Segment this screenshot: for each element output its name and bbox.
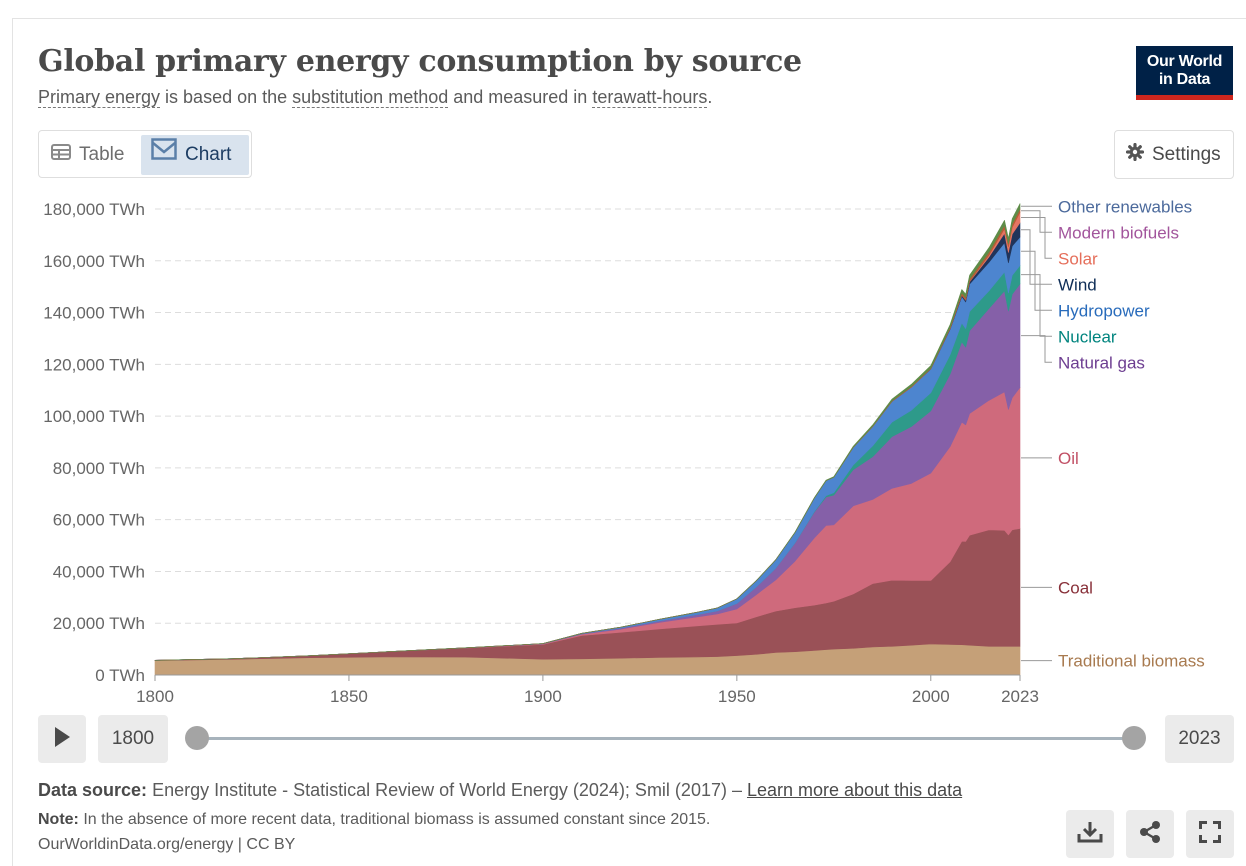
credit-line[interactable]: OurWorldinData.org/energy | CC BY [38,836,296,853]
settings-label: Settings [1152,143,1221,165]
data-source: Data source: Energy Institute - Statisti… [38,780,962,801]
timeline-start-handle[interactable] [185,726,209,750]
series-label: Traditional biomass [1058,652,1205,671]
download-icon [1077,820,1103,849]
x-tick-label: 1950 [718,687,756,706]
chart-icon [151,135,177,175]
learn-more-link[interactable]: Learn more about this data [746,780,963,800]
subtitle-text-2: and measured in [448,87,593,107]
series-labels: Traditional biomass Coal Oil Natural gas Nuc… [1021,197,1205,671]
tab-table-label: Table [79,144,125,165]
label-connector [1021,210,1052,233]
y-tick-label: 140,000 TWh [43,304,145,323]
series-label: Oil [1058,449,1079,468]
view-tabs: Table Chart [38,130,252,178]
settings-button[interactable]: Settings [1114,130,1234,179]
share-button[interactable] [1126,810,1174,858]
y-tick-label: 0 TWh [95,666,145,685]
table-icon [51,135,71,175]
x-tick-label: 2000 [912,687,950,706]
download-button[interactable] [1066,810,1114,858]
y-tick-label: 120,000 TWh [43,355,145,374]
owid-logo[interactable]: Our World in Data [1136,46,1233,100]
fullscreen-button[interactable] [1186,810,1234,858]
play-button[interactable] [38,715,86,763]
y-tick-label: 80,000 TWh [53,459,145,478]
chart-title: Global primary energy consumption by sou… [38,44,802,79]
start-year-box[interactable]: 1800 [98,715,168,763]
series-areas [154,203,1021,676]
y-tick-label: 40,000 TWh [53,562,145,581]
tab-chart[interactable]: Chart [141,135,249,175]
logo-line-1: Our World [1146,53,1223,70]
series-label: Modern biofuels [1058,223,1179,242]
subtitle-text-1: is based on the [160,87,293,107]
timeline-track[interactable] [197,737,1134,740]
axes: 0 TWh 20,000 TWh 40,000 TWh 60,000 TWh 80,00… [43,200,1039,706]
substitution-method-link[interactable]: substitution method [292,87,449,108]
series-label: Other renewables [1058,197,1192,216]
share-icon [1139,820,1161,849]
y-tick-label: 60,000 TWh [53,511,145,530]
series-label: Natural gas [1058,353,1145,372]
y-tick-label: 160,000 TWh [43,252,145,271]
series-label: Nuclear [1058,327,1117,346]
label-connector [1021,250,1052,311]
chart-subtitle: Primary energy is based on the substitut… [38,87,712,108]
end-year-box[interactable]: 2023 [1165,715,1234,763]
x-tick-label: 1900 [524,687,562,706]
series-label: Coal [1058,578,1093,597]
note-label: Note: [38,811,79,828]
label-connector [1021,229,1052,285]
primary-energy-link[interactable]: Primary energy [38,87,161,108]
series-label: Hydropower [1058,301,1150,320]
source-text: Energy Institute - Statistical Review of… [152,780,747,800]
subtitle-text-3: . [707,87,713,107]
area-other-renewables [154,203,1021,661]
tab-table[interactable]: Table [51,135,124,175]
gear-icon [1125,142,1145,167]
y-tick-label: 100,000 TWh [43,407,145,426]
y-tick-label: 20,000 TWh [53,614,145,633]
logo-line-2: in Data [1158,71,1211,88]
label-connector [1021,217,1052,259]
tab-chart-label: Chart [185,144,232,165]
play-icon [53,726,71,753]
note: Note: In the absence of more recent data… [38,811,710,829]
x-tick-label: 1800 [136,687,174,706]
x-tick-label: 2023 [1001,687,1039,706]
chart-frame [12,18,1246,866]
terawatt-hours-link[interactable]: terawatt-hours [592,87,708,108]
fullscreen-icon [1199,820,1221,848]
area-chart: 0 TWh 20,000 TWh 40,000 TWh 60,000 TWh 80,00… [43,197,1205,706]
timeline-end-handle[interactable] [1122,726,1146,750]
series-label: Wind [1058,275,1097,294]
label-connector [1021,335,1052,363]
y-tick-label: 180,000 TWh [43,200,145,219]
series-label: Solar [1058,249,1098,268]
note-text: In the absence of more recent data, trad… [83,811,711,828]
source-label: Data source: [38,780,148,800]
x-tick-label: 1850 [330,687,368,706]
